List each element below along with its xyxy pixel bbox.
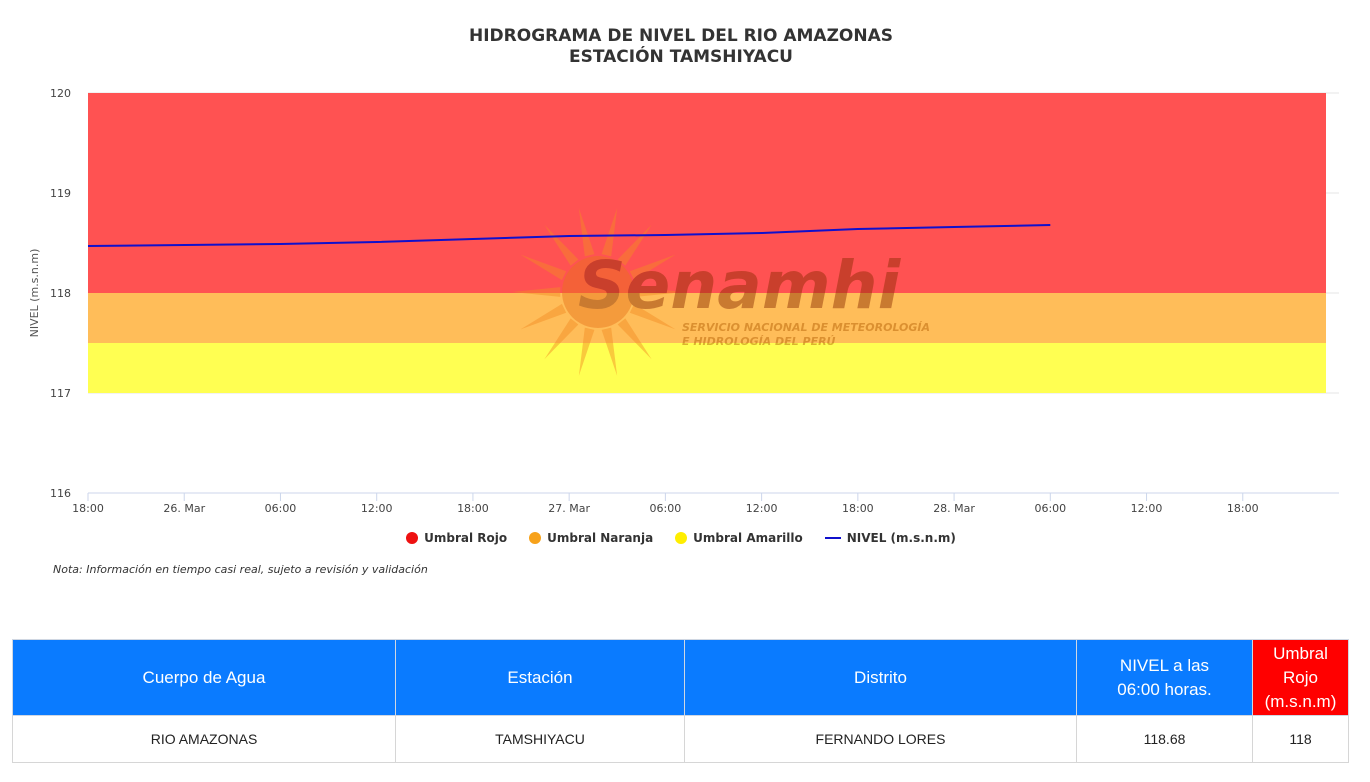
legend-item-umbral-rojo[interactable]: Umbral Rojo [406, 531, 507, 545]
x-tick-label: 27. Mar [548, 502, 590, 515]
watermark-tagline-2: E HIDROLOGÍA DEL PERÚ [682, 335, 836, 348]
legend-item-umbral-amarillo[interactable]: Umbral Amarillo [675, 531, 803, 545]
header-nivel: NIVEL a las 06:00 horas. [1076, 639, 1253, 716]
x-tick-label: 18:00 [1227, 502, 1259, 515]
y-tick-label: 119 [50, 187, 71, 200]
y-axis-title: NIVEL (m.s.n.m) [28, 249, 41, 338]
cell-distrito: FERNANDO LORES [684, 715, 1077, 763]
cell-estacion: TAMSHIYACU [395, 715, 685, 763]
chart-title: HIDROGRAMA DE NIVEL DEL RIO AMAZONAS [468, 26, 893, 46]
band-umbral-naranja [88, 293, 1326, 343]
sun-ray-icon [601, 208, 618, 257]
sun-ray-icon [578, 208, 595, 257]
legend-dot-yellow-icon [675, 532, 688, 544]
chart-title-block: HIDROGRAMA DE NIVEL DEL RIO AMAZONAS EST… [0, 26, 1362, 68]
sun-ray-icon [544, 318, 579, 360]
cell-cuerpo-de-agua: RIO AMAZONAS [12, 715, 396, 763]
header-estacion: Estación [395, 639, 685, 716]
sun-ray-icon [617, 318, 652, 360]
sun-ray-icon [629, 303, 676, 330]
legend-item-nivel[interactable]: NIVEL (m.s.n.m) [824, 531, 956, 545]
sun-core-icon [562, 256, 634, 328]
chart-legend: Umbral Rojo Umbral Naranja Umbral Amaril… [0, 531, 1362, 545]
header-cuerpo-de-agua: Cuerpo de Agua [12, 639, 396, 716]
header-umbral-line1: Umbral Rojo [1273, 643, 1328, 687]
x-tick-label: 12:00 [361, 502, 393, 515]
sun-ray-icon [578, 327, 595, 376]
legend-dot-red-icon [406, 532, 419, 544]
y-tick-label: 118 [50, 287, 71, 300]
cell-nivel: 118.68 [1076, 715, 1253, 763]
chart-note: Nota: Información en tiempo casi real, s… [53, 563, 428, 576]
series-line-nivel [87, 224, 1051, 247]
x-tick-label: 12:00 [1131, 502, 1163, 515]
legend-item-umbral-naranja[interactable]: Umbral Naranja [529, 531, 653, 545]
header-nivel-line2: 06:00 horas. [1117, 679, 1212, 699]
y-tick-label: 117 [50, 387, 71, 400]
table-header-row: Cuerpo de Agua Estación Distrito NIVEL a… [12, 639, 1349, 716]
header-nivel-line1: NIVEL a las [1119, 655, 1210, 675]
x-tick-label: 06:00 [265, 502, 297, 515]
x-tick-label: 06:00 [1034, 502, 1066, 515]
band-umbral-amarillo [88, 343, 1326, 393]
sun-ray-icon [520, 254, 567, 281]
legend-label: Umbral Amarillo [693, 531, 803, 545]
legend-label: NIVEL (m.s.n.m) [846, 531, 956, 545]
y-tick-label: 120 [50, 87, 71, 100]
x-tick-label: 06:00 [650, 502, 682, 515]
header-umbral-line2: (m.s.n.m) [1264, 691, 1337, 711]
x-tick-label: 18:00 [457, 502, 489, 515]
sun-ray-icon [601, 327, 618, 376]
x-tick-label: 26. Mar [163, 502, 205, 515]
sun-ray-icon [629, 254, 676, 281]
header-umbral-rojo: Umbral Rojo (m.s.n.m) [1252, 639, 1349, 716]
legend-label: Umbral Rojo [424, 531, 508, 545]
sun-ray-icon [635, 287, 684, 297]
legend-label: Umbral Naranja [547, 531, 654, 545]
band-umbral-rojo [88, 93, 1326, 293]
sun-ray-icon [512, 287, 561, 297]
watermark-tagline-1: SERVICIO NACIONAL DE METEOROLOGÍA [682, 321, 930, 334]
table-row: RIO AMAZONAS TAMSHIYACU FERNANDO LORES 1… [12, 715, 1349, 763]
legend-line-blue-icon [824, 537, 841, 539]
x-tick-label: 28. Mar [933, 502, 975, 515]
x-tick-label: 12:00 [746, 502, 778, 515]
sun-ray-icon [544, 224, 579, 266]
cell-umbral-rojo: 118 [1252, 715, 1349, 763]
header-distrito: Distrito [684, 639, 1077, 716]
x-tick-label: 18:00 [842, 502, 874, 515]
legend-dot-orange-icon [529, 532, 542, 544]
sun-ray-icon [520, 303, 567, 330]
watermark-brand-text: Senamhi [578, 247, 902, 324]
level-summary-table: Cuerpo de Agua Estación Distrito NIVEL a… [12, 639, 1349, 763]
chart-subtitle: ESTACIÓN TAMSHIYACU [569, 47, 793, 67]
y-tick-label: 116 [50, 487, 71, 500]
x-tick-label: 18:00 [72, 502, 104, 515]
